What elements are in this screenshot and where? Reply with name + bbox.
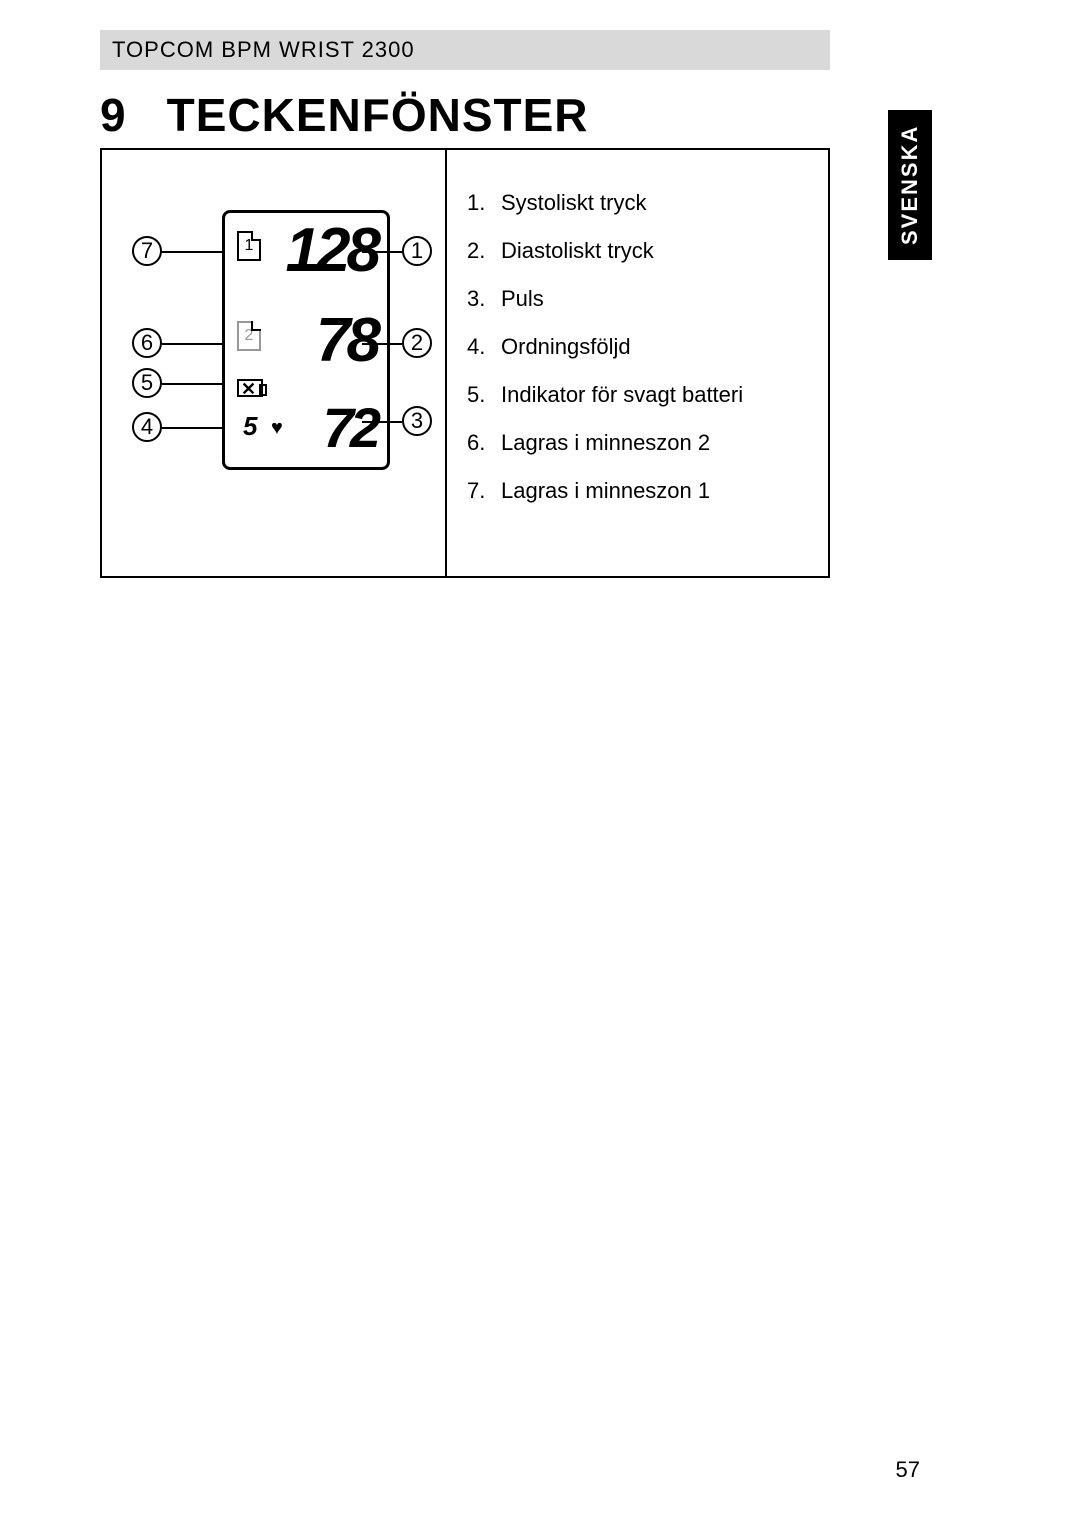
- section-heading: TECKENFÖNSTER: [167, 89, 589, 141]
- callout-line: [162, 427, 222, 429]
- legend-pane: 1.Systoliskt tryck 2.Diastoliskt tryck 3…: [447, 150, 828, 576]
- product-name: TOPCOM BPM WRIST 2300: [112, 37, 415, 63]
- lcd-screen: 1 128 2 78 ✕ 5 ♥ 72: [222, 210, 390, 470]
- callout-7: 7: [132, 236, 162, 266]
- language-label: SVENSKA: [897, 125, 923, 245]
- battery-icon: ✕: [237, 379, 263, 397]
- heart-icon: ♥: [271, 417, 283, 440]
- callout-3: 3: [402, 406, 432, 436]
- section-title: 9 TECKENFÖNSTER: [100, 88, 589, 142]
- legend-item: 6.Lagras i minneszon 2: [467, 430, 812, 456]
- callout-2: 2: [402, 328, 432, 358]
- pulse-value: 72: [323, 395, 377, 460]
- content-box: 7 6 5 4 1 2 3 1 128 2 78 ✕ 5 ♥ 72 1.Syst…: [100, 148, 830, 578]
- language-tab: SVENSKA: [888, 110, 932, 260]
- memory1-icon: 1: [237, 231, 261, 261]
- sequence-value: 5: [243, 411, 257, 442]
- legend-item: 2.Diastoliskt tryck: [467, 238, 812, 264]
- callout-line: [162, 251, 222, 253]
- callout-1: 1: [402, 236, 432, 266]
- memory2-icon: 2: [237, 321, 261, 351]
- legend-item: 1.Systoliskt tryck: [467, 190, 812, 216]
- legend-item: 5.Indikator för svagt batteri: [467, 382, 812, 408]
- legend-item: 7.Lagras i minneszon 1: [467, 478, 812, 504]
- header-bar: TOPCOM BPM WRIST 2300: [100, 30, 830, 70]
- callout-6: 6: [132, 328, 162, 358]
- section-number: 9: [100, 89, 127, 141]
- legend-item: 4.Ordningsföljd: [467, 334, 812, 360]
- diastolic-value: 78: [316, 305, 377, 376]
- callout-line: [162, 383, 222, 385]
- page-number: 57: [896, 1457, 920, 1483]
- callout-4: 4: [132, 412, 162, 442]
- systolic-value: 128: [286, 215, 377, 286]
- callout-line: [162, 343, 222, 345]
- callout-5: 5: [132, 368, 162, 398]
- legend-item: 3.Puls: [467, 286, 812, 312]
- diagram-pane: 7 6 5 4 1 2 3 1 128 2 78 ✕ 5 ♥ 72: [102, 150, 447, 576]
